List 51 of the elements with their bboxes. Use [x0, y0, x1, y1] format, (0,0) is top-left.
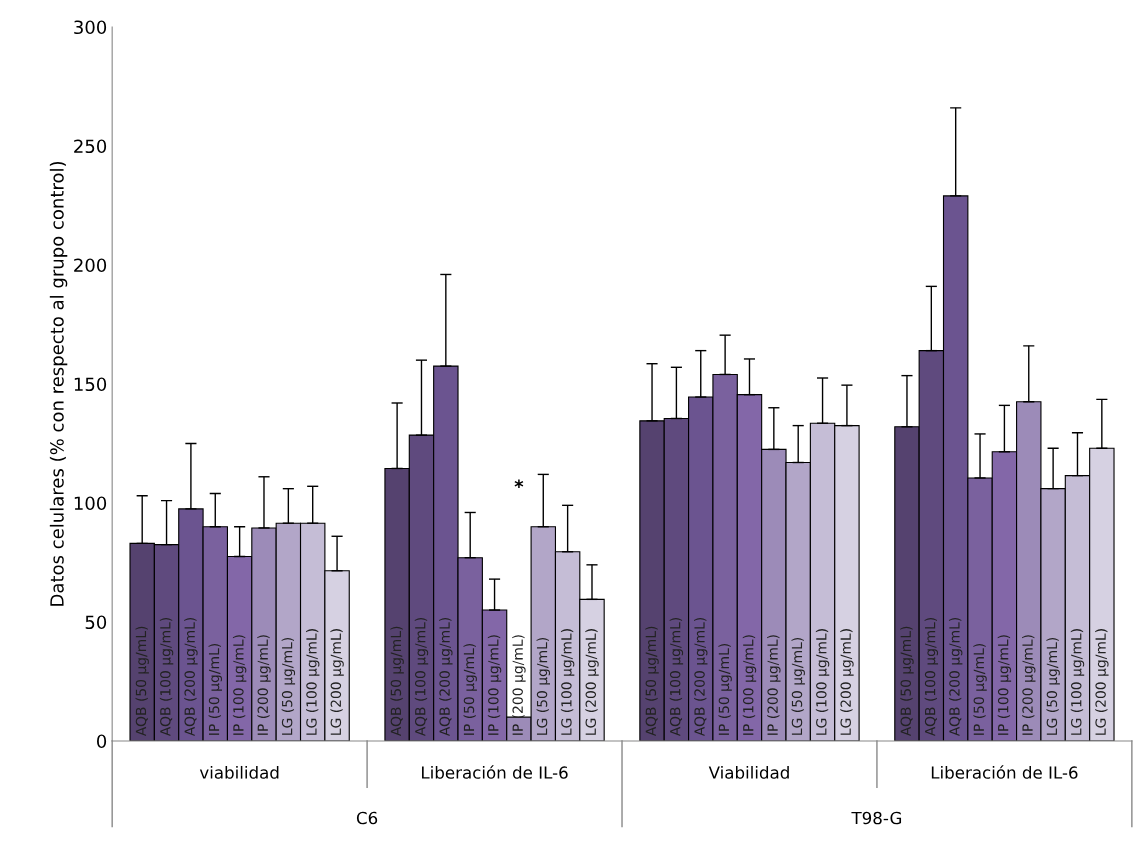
text: IP (50 µg/mL) — [718, 643, 732, 735]
text: LG (50 µg/mL) — [536, 637, 550, 735]
text: LG (50 µg/mL) — [791, 637, 805, 735]
text: LG (100 µg/mL) — [1070, 629, 1085, 735]
y-tick-label: 150 — [74, 377, 107, 392]
text: LG (200 µg/mL) — [840, 629, 854, 735]
text: IP (50 µg/mL) — [973, 643, 987, 735]
text: IP (200 µg/mL) — [512, 635, 526, 735]
text: AQB (50 µg/mL) — [900, 626, 914, 737]
series-label: AQB (200 µg/mL) — [184, 617, 198, 737]
text: T98-G — [851, 811, 902, 825]
text: IP (100 µg/mL) — [997, 635, 1012, 735]
text: AQB (50 µg/mL) — [645, 626, 659, 737]
text: LG (50 µg/mL) — [1046, 637, 1060, 735]
text: IP (200 µg/mL) — [1022, 635, 1036, 735]
series-label: IP (50 µg/mL) — [463, 643, 477, 735]
text: AQB (100 µg/mL) — [414, 617, 429, 737]
text: AQB (100 µg/mL) — [924, 617, 939, 737]
text: LG (200 µg/mL) — [330, 629, 344, 735]
x-tick-label: Viabilidad — [708, 765, 789, 779]
series-label: IP (200 µg/mL) — [257, 635, 271, 735]
series-label: AQB (50 µg/mL) — [135, 626, 149, 737]
x-tick-label: viabilidad — [199, 765, 279, 779]
text: IP (50 µg/mL) — [208, 643, 222, 735]
series-label: LG (200 µg/mL) — [585, 629, 599, 735]
text: IP (100 µg/mL) — [742, 635, 757, 735]
series-label: LG (100 µg/mL) — [560, 629, 575, 735]
series-label: AQB (100 µg/mL) — [159, 617, 174, 737]
text: LG (200 µg/mL) — [1095, 629, 1109, 735]
text: AQB (50 µg/mL) — [390, 626, 404, 737]
annotation: * — [514, 479, 524, 488]
x-tick-label: Liberación de IL-6 — [422, 765, 568, 779]
series-label: IP (100 µg/mL) — [487, 635, 502, 735]
y-tick-label: 250 — [74, 139, 107, 154]
y-tick-label: 200 — [74, 258, 107, 273]
y-tick-label: 300 — [74, 20, 107, 35]
y-tick-label: 0 — [97, 734, 107, 749]
text: C6 — [356, 811, 378, 825]
text: AQB (100 µg/mL) — [669, 617, 684, 737]
y-tick-label: 100 — [74, 496, 107, 511]
text: IP (200 µg/mL) — [767, 635, 781, 735]
text: LG (100 µg/mL) — [306, 629, 320, 735]
text: AQB (200 µg/mL) — [439, 617, 453, 737]
text: IP (100 µg/mL) — [232, 635, 247, 735]
x-tick-label: Liberación de IL-6 — [931, 765, 1078, 779]
text: LG (100 µg/mL) — [815, 629, 830, 735]
text: AQB (200 µg/mL) — [694, 617, 708, 737]
series-label: LG (50 µg/mL) — [281, 637, 296, 735]
y-axis-title: Datos celulares (% con respecto al grupo control) — [49, 161, 68, 606]
y-tick-label: 50 — [85, 615, 107, 630]
text: AQB (200 µg/mL) — [948, 617, 963, 737]
